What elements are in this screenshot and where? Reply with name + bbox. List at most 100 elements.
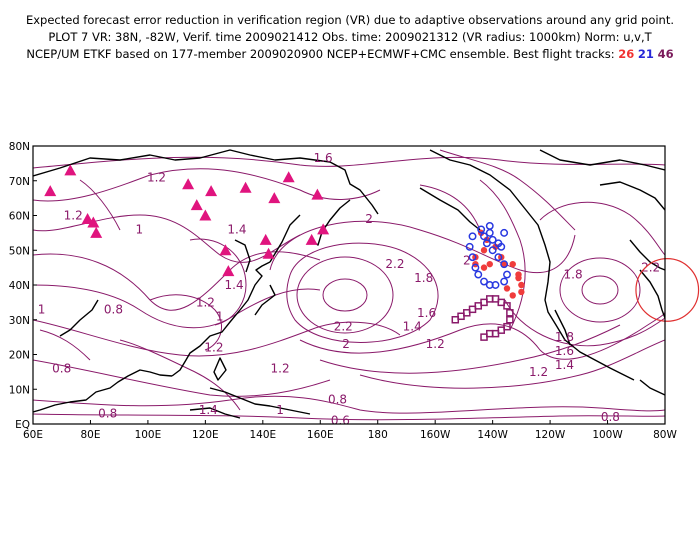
lat-tick-label: EQ	[15, 419, 30, 431]
blue-track-point	[488, 235, 497, 244]
lat-tick-label: 40N	[9, 280, 30, 292]
blue-track-point	[474, 270, 483, 279]
contour-value-label: 1.2	[426, 337, 445, 351]
lon-tick-label: 100W	[592, 429, 623, 441]
blue-track-point	[500, 277, 509, 286]
contour-value-label: 2	[365, 212, 373, 226]
contour-value-label: 1.6	[555, 344, 574, 358]
blue-track-point	[494, 253, 503, 262]
contour-value-label: 1.4	[227, 222, 246, 236]
red-track-point	[486, 260, 493, 268]
lon-tick-label: 60E	[23, 429, 43, 441]
contour-value-label: 0.8	[52, 361, 71, 375]
contour-value-label: 1.4	[403, 320, 422, 334]
sensitivity-triangle	[317, 223, 330, 235]
sensitivity-triangle	[259, 233, 272, 245]
contour-value-label: 2.2	[641, 261, 660, 275]
contour-value-label: 1.4	[555, 358, 574, 372]
lon-tick-label: 140E	[249, 429, 276, 441]
contour-value-label: 1.8	[564, 268, 583, 282]
red-track-point	[492, 243, 499, 250]
lat-tick-label: 30N	[9, 315, 30, 327]
contour-value-label: 1.8	[555, 330, 574, 344]
red-track-point	[518, 288, 525, 296]
lat-tick-label: 50N	[9, 245, 30, 257]
contour-value-label: 2	[342, 337, 350, 351]
red-track-point	[509, 292, 516, 299]
contour-value-label: 1.2	[147, 170, 166, 184]
contour-value-label: 0.8	[328, 393, 347, 407]
blue-track-point	[503, 270, 511, 279]
sensitivity-triangle	[190, 199, 203, 211]
red-track-point	[480, 247, 488, 254]
contour-value-label: 1	[135, 222, 143, 236]
sensitivity-triangle	[81, 212, 94, 224]
blue-track-point	[485, 228, 494, 237]
lon-tick-label: 160E	[307, 429, 334, 441]
contour-value-label: 1.6	[314, 151, 333, 165]
blue-track-point	[500, 260, 509, 269]
sensitivity-triangle	[305, 233, 318, 245]
blue-track-point	[482, 239, 491, 248]
track-purple-number: 46	[657, 47, 674, 61]
sensitivity-triangle	[182, 178, 195, 190]
contour-value-label: 1.6	[696, 243, 700, 257]
lat-tick-label: 70N	[9, 176, 30, 188]
lat-tick-label: 80N	[9, 141, 30, 153]
title-line-3-prefix: NCEP/UM ETKF based on 177-member 2009020…	[26, 47, 615, 61]
blue-track-point	[471, 263, 480, 272]
purple-track-point	[506, 316, 514, 324]
red-track-point	[509, 260, 516, 268]
sensitivity-triangle	[239, 181, 252, 193]
lon-tick-label: 100E	[135, 429, 162, 441]
blue-track-point	[465, 242, 474, 251]
contour-value-labels: 1.61.21.211.421.61.82.221.41.212.221.41.…	[38, 151, 700, 428]
lat-tick-label: 60N	[9, 211, 30, 223]
track-blue-number: 21	[637, 47, 654, 61]
flight-track-blue	[465, 221, 511, 289]
contour-value-label: 2.2	[334, 320, 353, 334]
sensitivity-triangle	[44, 185, 57, 197]
blue-track-point	[500, 228, 509, 237]
lon-tick-label: 80W	[653, 429, 677, 441]
red-track-point	[500, 260, 508, 268]
purple-track-point	[480, 333, 488, 341]
red-track-point	[515, 274, 522, 282]
contour-value-label: 1	[38, 302, 46, 316]
sensitivity-triangle	[219, 244, 232, 256]
contour-value-label: 1.2	[64, 209, 83, 223]
blue-track-point	[491, 281, 500, 289]
contour-value-label: 0.6	[331, 414, 350, 428]
contour-value-label: 1.6	[417, 306, 436, 320]
contour-value-label: 1.4	[199, 403, 218, 417]
blue-track-point	[468, 253, 477, 262]
blue-track-point	[485, 221, 494, 230]
coastlines	[33, 149, 665, 419]
contour-value-label: 0.8	[104, 302, 123, 316]
sensitivity-triangle	[282, 171, 295, 183]
contour-value-label: 1	[276, 403, 284, 417]
contour-value-label: 1.2	[204, 341, 223, 355]
sensitivity-triangle	[205, 185, 218, 197]
lat-tick-label: 10N	[9, 384, 30, 396]
lon-tick-label: 160W	[420, 429, 451, 441]
contour-value-label: 1	[216, 309, 224, 323]
sensitivity-triangle	[311, 188, 324, 200]
title-line-3: NCEP/UM ETKF based on 177-member 2009020…	[0, 47, 700, 61]
track-red-number: 26	[618, 47, 635, 61]
sensitivity-triangles	[44, 164, 330, 277]
purple-track-point	[503, 302, 511, 310]
sensitivity-triangle	[262, 247, 275, 259]
sensitivity-triangle	[87, 216, 100, 228]
red-track-point	[480, 264, 488, 271]
sensitivity-triangle	[90, 226, 103, 238]
sensitivity-triangle	[199, 209, 212, 221]
contour-value-label: 0.8	[601, 410, 620, 424]
blue-track-point	[480, 232, 488, 241]
blue-track-point	[468, 232, 477, 241]
longitude-axis: 60E 80E 100E 120E 140E 160E 180 160W 140W 120W 100…	[23, 420, 677, 441]
sensitivity-triangle	[268, 192, 281, 204]
red-track-point	[503, 285, 511, 292]
lon-tick-label: 140W	[477, 429, 508, 441]
